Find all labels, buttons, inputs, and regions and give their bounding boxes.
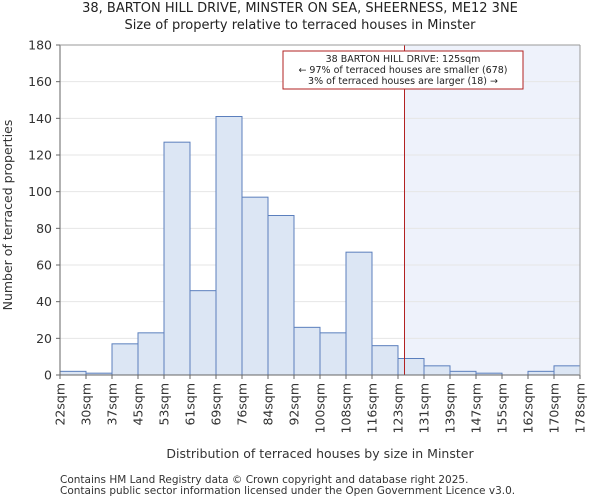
- x-tick-label: 84sqm: [261, 383, 276, 426]
- y-tick-label: 0: [44, 368, 52, 383]
- larger-region-shade: [404, 45, 580, 375]
- y-tick-label: 100: [28, 184, 52, 199]
- x-tick-label: 123sqm: [391, 383, 406, 433]
- x-tick-label: 155sqm: [495, 383, 510, 433]
- x-tick-label: 131sqm: [417, 383, 432, 433]
- bar: [293, 326, 321, 376]
- x-tick-label: 61sqm: [183, 383, 198, 426]
- y-tick-label: 60: [36, 258, 52, 273]
- x-tick-label: 116sqm: [365, 383, 380, 433]
- footer-licence: Contains public sector information licen…: [60, 485, 516, 497]
- bar: [423, 365, 451, 376]
- chart-area: 0 20 40 60 80 100 120 140 160 180 22sqm 30sqm 37sqm 4…: [0, 38, 588, 462]
- bar: [111, 343, 139, 376]
- bar: [59, 370, 87, 376]
- y-axis-label: Number of terraced properties: [0, 120, 15, 311]
- x-tick-label: 178sqm: [573, 383, 588, 433]
- bar: [189, 290, 217, 376]
- bar: [137, 332, 165, 376]
- x-tick-label: 37sqm: [105, 383, 120, 426]
- bar: [241, 196, 269, 376]
- y-tick-label: 140: [28, 111, 52, 126]
- bar: [319, 332, 347, 376]
- bar: [215, 116, 243, 376]
- x-tick-label: 69sqm: [209, 383, 224, 426]
- x-tick-label: 92sqm: [287, 383, 302, 426]
- x-tick-label: 22sqm: [53, 383, 68, 426]
- y-tick-label: 40: [36, 294, 52, 309]
- bar: [527, 370, 555, 376]
- annotation-line-2: ← 97% of terraced houses are smaller (67…: [298, 65, 507, 76]
- x-tick-label: 108sqm: [339, 383, 354, 433]
- x-tick-label: 147sqm: [469, 383, 484, 433]
- y-tick-label: 80: [36, 221, 52, 236]
- x-tick-label: 162sqm: [521, 383, 536, 433]
- bar: [345, 251, 373, 376]
- y-tick-label: 180: [28, 38, 52, 53]
- annotation-line-3: 3% of terraced houses are larger (18) →: [308, 76, 498, 87]
- x-tick-label: 45sqm: [131, 383, 146, 426]
- chart-subtitle: Size of property relative to terraced ho…: [124, 18, 476, 33]
- x-tick-label: 170sqm: [547, 383, 562, 433]
- y-tick-label: 160: [28, 74, 52, 89]
- footer-copyright: Contains HM Land Registry data © Crown c…: [60, 474, 469, 486]
- property-annotation: 38 BARTON HILL DRIVE: 125sqm ← 97% of te…: [282, 50, 524, 90]
- bar: [267, 215, 295, 376]
- bar: [371, 345, 399, 376]
- x-tick-label: 76sqm: [235, 383, 250, 426]
- x-axis-label: Distribution of terraced houses by size …: [166, 446, 474, 461]
- chart-title: 38, BARTON HILL DRIVE, MINSTER ON SEA, S…: [82, 1, 518, 16]
- x-tick-label: 30sqm: [79, 383, 94, 426]
- y-tick-label: 20: [36, 331, 52, 346]
- bar: [397, 358, 425, 376]
- x-tick-label: 100sqm: [313, 383, 328, 433]
- annotation-line-1: 38 BARTON HILL DRIVE: 125sqm: [326, 54, 481, 65]
- y-tick-label: 120: [28, 148, 52, 163]
- x-tick-label: 53sqm: [157, 383, 172, 426]
- bar: [449, 370, 477, 376]
- bar: [163, 141, 191, 376]
- x-tick-label: 139sqm: [443, 383, 458, 433]
- bar: [553, 365, 581, 376]
